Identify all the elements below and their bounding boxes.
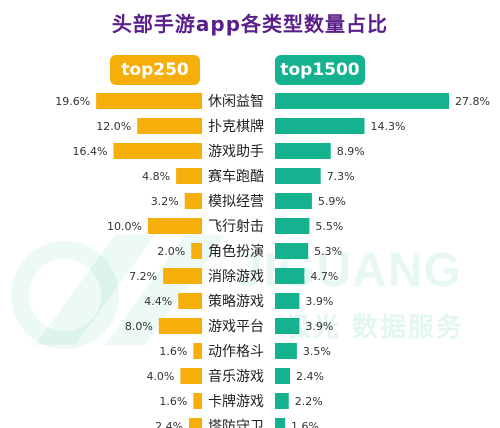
top1500-value-label: 8.9%: [337, 145, 365, 158]
top250-value-label: 4.0%: [146, 370, 174, 383]
top1500-bar: [275, 143, 331, 159]
top1500-bar: [275, 293, 300, 309]
category-label: 塔防守卫: [208, 419, 264, 428]
top250-value-label: 2.4%: [155, 420, 183, 428]
top250-bar: [163, 268, 202, 284]
category-label: 游戏助手: [208, 144, 264, 160]
top1500-bar: [275, 168, 321, 184]
top250-bar: [96, 93, 202, 109]
top1500-bar: [275, 318, 300, 334]
top250-bar: [176, 168, 202, 184]
top1500-value-label: 5.3%: [314, 245, 342, 258]
top1500-bar: [275, 368, 291, 384]
top1500-value-label: 27.8%: [455, 95, 490, 108]
legend-top1500: top1500: [275, 55, 365, 85]
top1500-value-label: 4.7%: [310, 270, 338, 283]
top1500-bar: [275, 93, 450, 109]
top250-value-label: 1.6%: [159, 395, 187, 408]
top1500-value-label: 2.4%: [296, 370, 324, 383]
top1500-bar: [275, 343, 297, 359]
top250-bar: [113, 143, 202, 159]
top250-bar: [184, 193, 202, 209]
top250-value-label: 1.6%: [159, 345, 187, 358]
top1500-value-label: 5.9%: [318, 195, 346, 208]
category-label: 游戏平台: [208, 319, 264, 335]
category-label: 策略游戏: [208, 293, 264, 310]
category-label: 动作格斗: [208, 344, 264, 360]
category-label: 飞行射击: [208, 219, 264, 235]
category-label: 模拟经营: [208, 194, 264, 210]
top250-value-label: 7.2%: [129, 270, 157, 283]
top1500-bar: [275, 243, 309, 259]
top250-bar: [137, 118, 202, 134]
category-label: 卡牌游戏: [208, 393, 264, 410]
category-label: 消除游戏: [208, 269, 264, 285]
top250-value-label: 3.2%: [151, 195, 179, 208]
top1500-value-label: 3.9%: [305, 320, 333, 333]
category-label: 休闲益智: [208, 94, 264, 110]
top1500-bar: [275, 268, 305, 284]
top250-bar: [193, 393, 202, 409]
top250-value-label: 16.4%: [72, 145, 107, 158]
category-label: 扑克棋牌: [208, 118, 264, 135]
top1500-value-label: 7.3%: [327, 170, 355, 183]
top1500-value-label: 3.5%: [303, 345, 331, 358]
top1500-bar: [275, 193, 312, 209]
top250-bar: [191, 243, 202, 259]
top250-bar: [189, 418, 202, 428]
chart-title: 头部手游app各类型数量占比: [111, 12, 389, 36]
category-label: 角色扮演: [208, 243, 264, 260]
top1500-bar: [275, 418, 286, 428]
category-label: 音乐游戏: [208, 368, 264, 385]
top250-bar: [178, 293, 202, 309]
legend-top250: top250: [110, 55, 200, 85]
top250-value-label: 4.8%: [142, 170, 170, 183]
top250-bar: [158, 318, 202, 334]
top250-bar: [180, 368, 202, 384]
top1500-value-label: 1.6%: [291, 420, 319, 428]
top250-bar: [148, 218, 202, 234]
top1500-bar: [275, 118, 365, 134]
top1500-value-label: 5.5%: [315, 220, 343, 233]
top250-value-label: 4.4%: [144, 295, 172, 308]
top250-value-label: 8.0%: [125, 320, 153, 333]
top250-value-label: 19.6%: [55, 95, 90, 108]
top250-value-label: 12.0%: [96, 120, 131, 133]
top250-bar: [193, 343, 202, 359]
top250-value-label: 2.0%: [157, 245, 185, 258]
top1500-value-label: 3.9%: [305, 295, 333, 308]
top1500-value-label: 14.3%: [371, 120, 406, 133]
top1500-value-label: 2.2%: [295, 395, 323, 408]
top1500-bar: [275, 218, 310, 234]
category-label: 赛车跑酷: [208, 168, 264, 185]
top250-value-label: 10.0%: [107, 220, 142, 233]
top1500-bar: [275, 393, 289, 409]
